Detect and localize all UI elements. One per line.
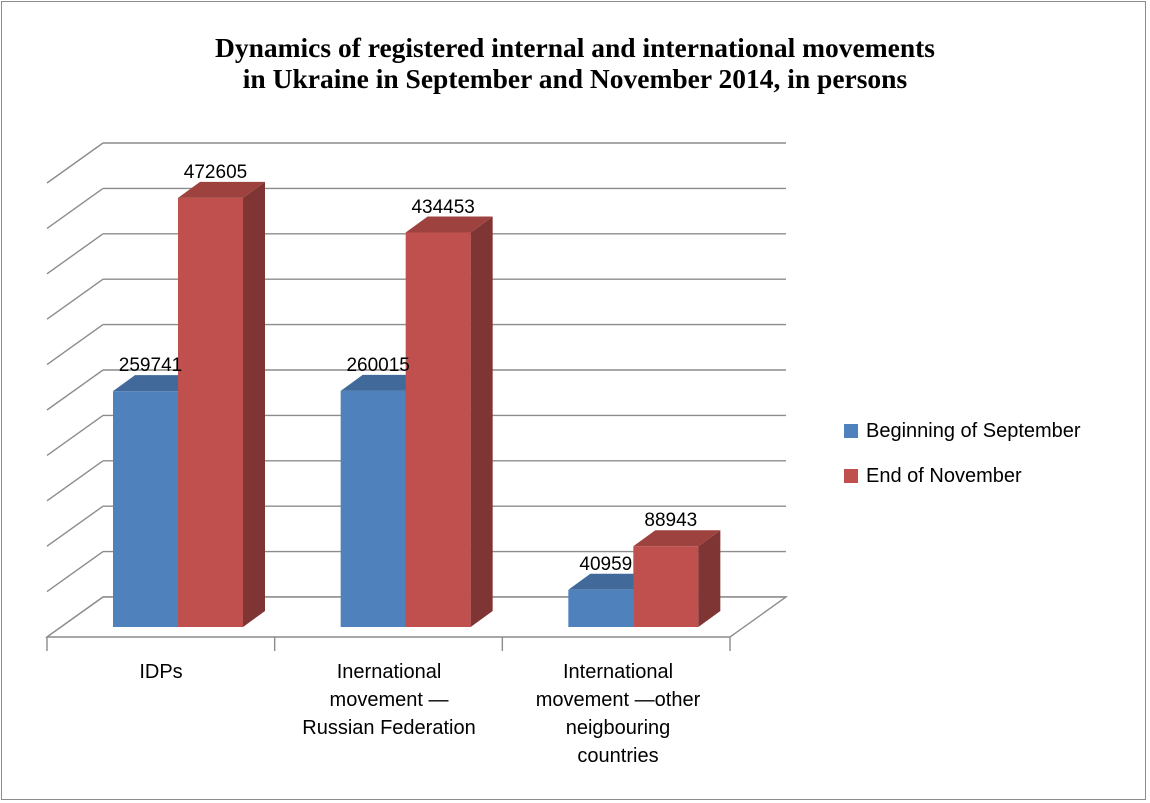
side-wall-gridline xyxy=(46,324,104,366)
data-label-sep-other: 40959 xyxy=(579,553,633,575)
legend-swatch-september xyxy=(844,424,858,438)
category-label-idps-line-1: IDPs xyxy=(139,661,183,683)
category-label-russia-line-3: Russian Federation xyxy=(302,717,476,739)
category-label-russia: Inernational movement — Russian Federati… xyxy=(289,658,489,742)
legend-item-september: Beginning of September xyxy=(844,418,1081,444)
side-wall-gridline xyxy=(46,278,104,320)
bar-front-0-0 xyxy=(113,391,178,627)
legend-label-november: End of November xyxy=(866,464,1022,487)
side-wall-gridline xyxy=(46,142,104,184)
bar-side-1-1 xyxy=(470,216,493,628)
side-wall-gridline xyxy=(46,505,104,547)
category-label-other-line-3: neigbouring xyxy=(565,717,671,739)
side-wall-gridline xyxy=(46,460,104,502)
bar-top-0-1 xyxy=(178,181,265,198)
bar-side-0-1 xyxy=(243,181,265,627)
side-wall-gridline xyxy=(46,233,104,275)
legend: Beginning of September End of November xyxy=(844,418,1081,508)
legend-label-september: Beginning of September xyxy=(866,419,1081,442)
legend-item-november: End of November xyxy=(844,463,1081,489)
data-label-nov-other: 88943 xyxy=(644,510,698,532)
bar-side-2-1 xyxy=(698,530,721,627)
bar-front-2-1 xyxy=(633,546,699,627)
category-label-other-line-2: movement —other xyxy=(535,689,701,711)
side-wall-gridline xyxy=(46,551,104,593)
legend-swatch-november xyxy=(844,469,858,483)
category-label-idps: IDPs xyxy=(61,658,261,686)
data-label-nov-idps: 472605 xyxy=(183,161,248,183)
chart-title-line-1: Dynamics of registered internal and inte… xyxy=(214,32,936,63)
category-label-other: International movement —other neigbourin… xyxy=(518,658,718,770)
side-wall-gridline xyxy=(46,187,104,229)
bar-front-1-0 xyxy=(340,390,406,627)
bar-top-2-1 xyxy=(633,530,721,547)
category-label-russia-line-2: movement — xyxy=(329,689,449,711)
category-label-other-line-1: International xyxy=(562,661,674,683)
category-label-other-line-4: countries xyxy=(577,745,659,767)
bar-front-1-1 xyxy=(405,232,471,628)
chart-title-line-2: in Ukraine in September and November 201… xyxy=(242,63,908,94)
data-label-sep-russia: 260015 xyxy=(346,354,410,376)
category-label-russia-line-1: Inernational xyxy=(336,661,442,683)
chart-title: Dynamics of registered internal and inte… xyxy=(0,32,1150,94)
bar-front-2-0 xyxy=(568,589,634,627)
data-label-nov-russia: 434453 xyxy=(411,196,475,218)
bar-top-1-1 xyxy=(405,216,493,233)
data-label-sep-idps: 259741 xyxy=(118,355,183,377)
bar-front-0-1 xyxy=(178,197,243,627)
side-wall-gridline xyxy=(46,369,104,411)
side-wall-gridline xyxy=(46,414,104,456)
